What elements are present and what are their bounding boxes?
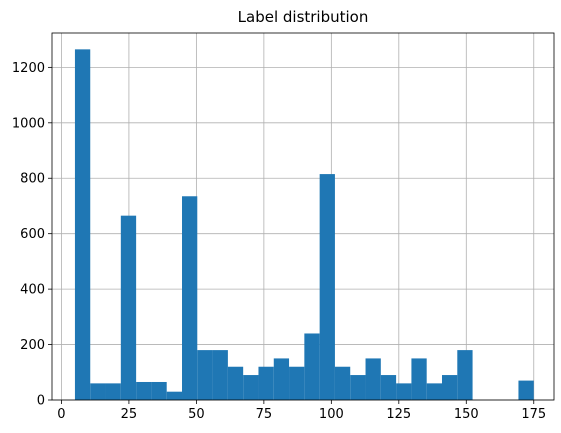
histogram-bar (182, 196, 198, 400)
histogram-bar (120, 215, 137, 400)
histogram-bar (258, 366, 274, 400)
histogram-bar (273, 358, 290, 400)
x-tick-label: 175 (521, 407, 546, 422)
histogram-bar (136, 381, 152, 400)
histogram-bar (319, 174, 335, 400)
histogram-bar (197, 350, 213, 400)
y-tick-label: 1200 (12, 61, 45, 76)
x-tick-label: 75 (256, 407, 273, 422)
histogram-bar (411, 358, 427, 400)
histogram-bar (90, 383, 106, 400)
tick-labels: 0 25 50 75 100 125 150 175 0 200 400 600 800 1000 1200 (12, 61, 546, 422)
y-tick-label: 0 (37, 394, 45, 409)
y-tick-label: 200 (20, 338, 45, 353)
tick-marks (48, 66, 535, 404)
y-tick-label: 400 (20, 283, 45, 298)
x-tick-label: 50 (188, 407, 205, 422)
histogram-bar (243, 375, 259, 400)
x-tick-label: 25 (121, 407, 138, 422)
x-tick-label: 0 (57, 407, 65, 422)
chart-title: Label distribution (238, 8, 369, 26)
histogram-bar (334, 366, 351, 400)
histogram-bar (212, 350, 228, 400)
axes (51, 32, 555, 401)
y-tick-label: 600 (20, 227, 45, 242)
x-tick-label: 100 (319, 407, 344, 422)
histogram-bar (350, 375, 366, 400)
histogram-bar (105, 383, 121, 400)
y-tick-label: 1000 (12, 116, 45, 131)
histogram-bar (289, 366, 305, 400)
histogram-bar (441, 375, 458, 400)
histogram-bar (396, 383, 412, 400)
histogram-bar (426, 383, 442, 400)
histogram-bars (74, 49, 534, 401)
x-tick-label: 150 (454, 407, 479, 422)
histogram-bar (227, 366, 244, 400)
histogram-bar (380, 375, 397, 400)
y-tick-label: 800 (20, 172, 45, 187)
histogram-bar (304, 333, 320, 400)
histogram-bar (74, 49, 91, 401)
x-tick-label: 125 (386, 407, 411, 422)
histogram-bar (365, 358, 381, 400)
histogram-bar (151, 381, 167, 400)
axes-frame (51, 32, 555, 401)
histogram-bar (166, 391, 183, 400)
histogram-bar (457, 350, 473, 400)
histogram-bar (518, 380, 534, 400)
